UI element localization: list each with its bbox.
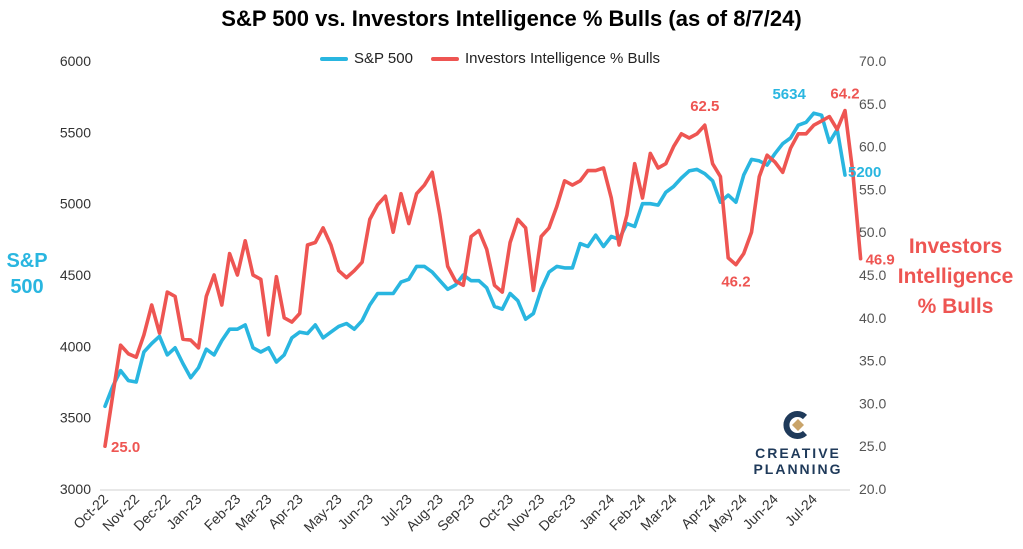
right-axis-tick-label: 20.0 <box>859 481 886 497</box>
chart-title: S&P 500 vs. Investors Intelligence % Bul… <box>221 6 802 31</box>
x-axis-tick-label: Jun-23 <box>334 491 376 533</box>
x-axis-tick-label: Jun-24 <box>739 491 781 533</box>
right-axis-tick-label: 35.0 <box>859 353 886 369</box>
right-axis-label: Investors Intelligence % Bulls <box>888 232 1023 322</box>
right-axis-tick-label: 55.0 <box>859 181 886 197</box>
legend-swatch-bulls <box>430 56 459 61</box>
left-axis-tick-label: 6000 <box>60 53 91 69</box>
right-axis-tick-label: 50.0 <box>859 224 886 240</box>
data-label: 46.9 <box>866 252 895 269</box>
left-axis-tick-label: 4000 <box>60 338 91 354</box>
logo-mark-icon <box>783 411 808 439</box>
right-axis-label-line: Intelligence <box>897 265 1014 288</box>
left-axis-label: S&P 500 <box>2 248 52 300</box>
left-axis-label-line: S&P <box>6 250 48 272</box>
left-axis-tick-label: 5000 <box>60 196 91 212</box>
legend-label-sp500: S&P 500 <box>354 50 413 67</box>
right-axis-tick-label: 40.0 <box>859 310 886 326</box>
bulls-line <box>103 108 863 449</box>
legend-item-sp500: S&P 500 <box>320 50 413 67</box>
x-axis-tick-label: May-23 <box>300 491 344 535</box>
x-axis-tick-label: Jul-24 <box>782 491 820 529</box>
right-axis-tick-label: 70.0 <box>859 53 886 69</box>
sp500-line <box>103 111 847 409</box>
data-label: 5634 <box>772 86 806 103</box>
left-axis-tick-label: 5500 <box>60 124 91 140</box>
x-axis-tick-label: Jan-23 <box>163 491 205 533</box>
right-axis-tick-label: 30.0 <box>859 395 886 411</box>
legend-label-bulls: Investors Intelligence % Bulls <box>464 50 661 67</box>
legend: S&P 500 Investors Intelligence % Bulls <box>320 50 678 67</box>
data-label: 64.2 <box>830 86 859 103</box>
data-label: 62.5 <box>690 98 719 115</box>
legend-swatch-sp500 <box>320 56 348 61</box>
right-axis-tick-label: 65.0 <box>859 96 886 112</box>
x-axis-tick-label: Apr-23 <box>265 491 306 532</box>
left-axis-label-line: 500 <box>10 276 44 298</box>
logo-text-line1: CREATIVE <box>755 445 841 461</box>
data-label: 46.2 <box>721 274 750 291</box>
right-axis-label-line: Investors <box>908 235 1003 258</box>
right-axis-tick-label: 60.0 <box>859 139 886 155</box>
right-axis-tick-label: 25.0 <box>859 438 886 454</box>
right-axis-tick-label: 45.0 <box>859 267 886 283</box>
left-axis-tick-label: 4500 <box>60 267 91 283</box>
logo-text-line2: PLANNING <box>753 461 843 477</box>
left-axis-tick-label: 3000 <box>60 481 91 497</box>
creative-planning-logo: CREATIVE PLANNING <box>748 410 848 477</box>
data-label: 25.0 <box>111 439 140 456</box>
right-axis-label-line: % Bulls <box>917 295 994 318</box>
left-axis-tick-label: 3500 <box>60 410 91 426</box>
legend-item-bulls: Investors Intelligence % Bulls <box>430 50 661 67</box>
data-label: 5200 <box>848 164 881 181</box>
